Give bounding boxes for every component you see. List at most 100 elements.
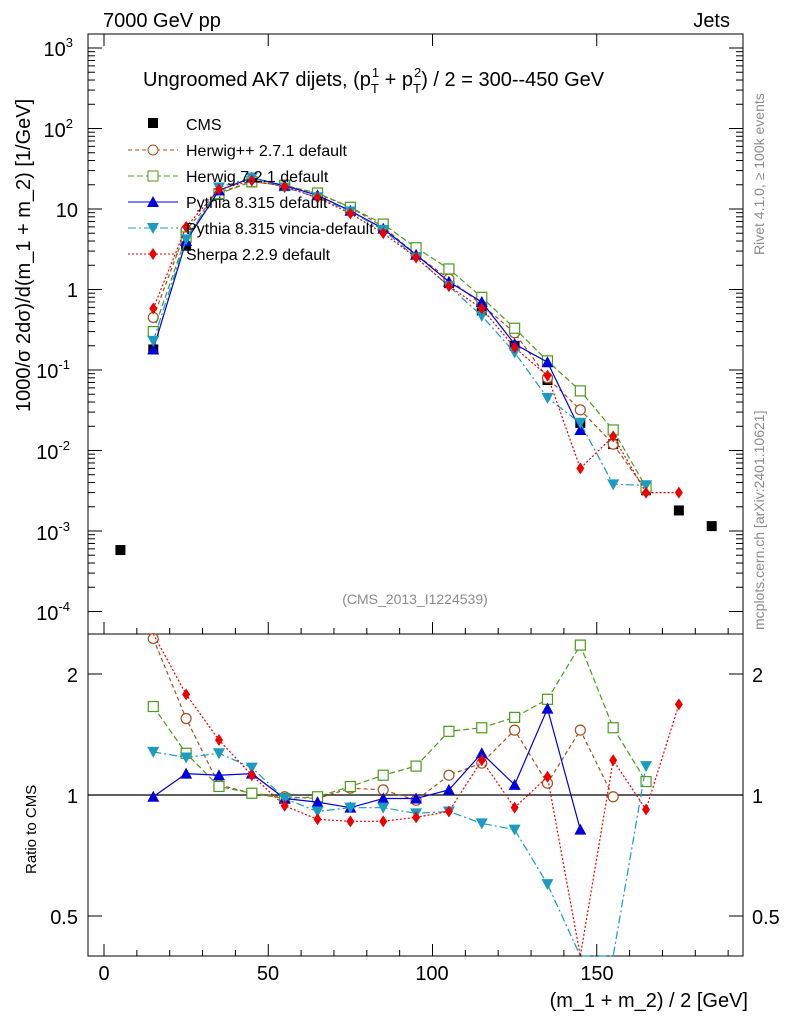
ratio-point-sherpa <box>477 754 486 767</box>
ratio-point-pythia <box>442 783 455 795</box>
ratio-tick-2-right: 2 <box>752 665 763 687</box>
rivet-label: Rivet 4.1.0, ≥ 100k events <box>751 93 767 255</box>
ratio-series-group <box>147 632 683 957</box>
ratio-point-herwig271 <box>443 769 455 781</box>
ratio-point-sherpa <box>674 698 683 711</box>
ratio-point-vincia <box>344 802 357 814</box>
y-tick-1e2: 102 <box>44 116 73 142</box>
point-vincia <box>541 392 554 404</box>
legend-label-pythia: Pythia 8.315 default <box>186 195 328 212</box>
point-vincia <box>147 335 160 347</box>
legend-marker-cms <box>148 118 158 128</box>
ratio-point-pythia <box>311 796 324 808</box>
point-sherpa <box>412 251 421 264</box>
ratio-point-sherpa <box>543 770 552 783</box>
ratio-point-herwig721 <box>443 725 455 737</box>
point-herwig721 <box>147 325 159 338</box>
ratio-point-sherpa <box>510 801 519 814</box>
y-axis-label-ratio: Ratio to CMS <box>23 785 40 874</box>
point-pythia <box>147 343 160 355</box>
point-sherpa <box>313 191 322 204</box>
mcplots-label: mcplots.cern.ch [arXiv:2401.10621] <box>751 411 767 630</box>
ratio-point-sherpa <box>379 815 388 828</box>
legend-marker-vincia <box>147 223 159 234</box>
header-left: 7000 GeV pp <box>103 10 221 32</box>
ratio-point-sherpa <box>412 811 421 824</box>
ratio-line-pythia <box>152 706 581 830</box>
point-sherpa <box>642 486 651 499</box>
x-tick-0: 0 <box>98 963 109 985</box>
ratio-series-sherpa <box>152 633 683 957</box>
ratio-point-herwig721 <box>607 722 619 734</box>
point-vincia <box>180 234 193 246</box>
legend-item-herwig721: Herwig 7.2.1 default <box>128 169 329 186</box>
ratio-point-vincia <box>377 802 390 814</box>
x-tick-100: 100 <box>415 963 448 985</box>
point-sherpa <box>444 280 453 293</box>
ratio-point-sherpa <box>313 813 322 826</box>
ratio-point-pythia <box>541 702 554 714</box>
legend-label-herwig721: Herwig 7.2.1 default <box>186 169 329 186</box>
ratio-point-vincia <box>212 748 225 760</box>
ratio-point-sherpa <box>609 754 618 767</box>
ratio-point-pythia <box>574 823 587 835</box>
point-sherpa <box>609 430 618 443</box>
y-axis-label-main: 1000/σ 2dσ)/d(m_1 + m_2) [1/GeV] <box>13 99 35 412</box>
point-vincia <box>640 480 653 492</box>
point-cms <box>706 521 717 532</box>
point-sherpa <box>576 462 585 475</box>
point-sherpa <box>346 207 355 220</box>
ratio-point-herwig271 <box>607 791 619 803</box>
ratio-tick-0-5-right: 0.5 <box>752 907 780 929</box>
ratio-point-sherpa <box>182 688 191 701</box>
series-line-sherpa <box>152 180 679 494</box>
point-vincia <box>607 479 620 491</box>
ratio-point-vincia <box>180 752 193 764</box>
ratio-point-herwig271 <box>147 632 159 645</box>
y-tick-1e0: 1 <box>67 280 78 302</box>
ratio-point-herwig721 <box>147 700 159 713</box>
ratio-point-sherpa <box>280 799 289 812</box>
ratio-point-herwig721 <box>213 780 225 793</box>
legend-label-sherpa: Sherpa 2.2.9 default <box>186 247 331 264</box>
point-sherpa <box>280 180 289 193</box>
y-tick-1e3: 103 <box>44 35 73 61</box>
point-sherpa <box>182 220 191 233</box>
point-pythia <box>541 356 554 368</box>
point-vincia <box>475 310 488 322</box>
legend-marker-herwig721 <box>147 170 159 182</box>
axis-ticks <box>88 34 743 956</box>
ratio-point-herwig721 <box>410 760 422 772</box>
ratio-point-pythia <box>180 767 193 779</box>
point-sherpa <box>379 227 388 240</box>
ratio-point-pythia <box>508 778 521 790</box>
legend-item-cms: CMS <box>148 117 222 134</box>
y-tick-1e1: 10 <box>56 200 78 222</box>
ratio-point-vincia <box>311 806 324 818</box>
legend-label-herwig271: Herwig++ 2.7.1 default <box>186 143 348 160</box>
ratio-point-vincia <box>147 746 160 758</box>
analysis-watermark: (CMS_2013_I1224539) <box>342 591 488 607</box>
point-sherpa <box>149 302 158 315</box>
point-sherpa <box>510 341 519 354</box>
ratio-point-sherpa <box>642 803 651 816</box>
ratio-point-herwig721 <box>476 722 488 734</box>
ratio-point-sherpa <box>247 769 256 782</box>
series-sherpa <box>149 174 683 499</box>
point-sherpa <box>247 174 256 187</box>
point-herwig721 <box>509 322 521 334</box>
point-vincia <box>574 417 587 429</box>
series-line-pythia <box>152 177 581 431</box>
ratio-point-sherpa <box>444 805 453 818</box>
ratio-point-vincia <box>541 879 554 891</box>
legend-item-pythia: Pythia 8.315 default <box>128 195 328 212</box>
ratio-point-pythia <box>377 792 390 804</box>
y-tick-1em1: 10-1 <box>36 357 70 383</box>
y-tick-labels-main: 103 102 10 1 10-1 10-2 10-3 10-4 <box>36 35 78 625</box>
ratio-line-herwig721 <box>152 643 647 800</box>
ratio-line-vincia <box>153 751 647 957</box>
point-cms <box>115 545 126 556</box>
ratio-point-herwig721 <box>640 775 652 788</box>
ratio-point-vincia <box>640 761 653 773</box>
point-pythia <box>574 423 587 435</box>
